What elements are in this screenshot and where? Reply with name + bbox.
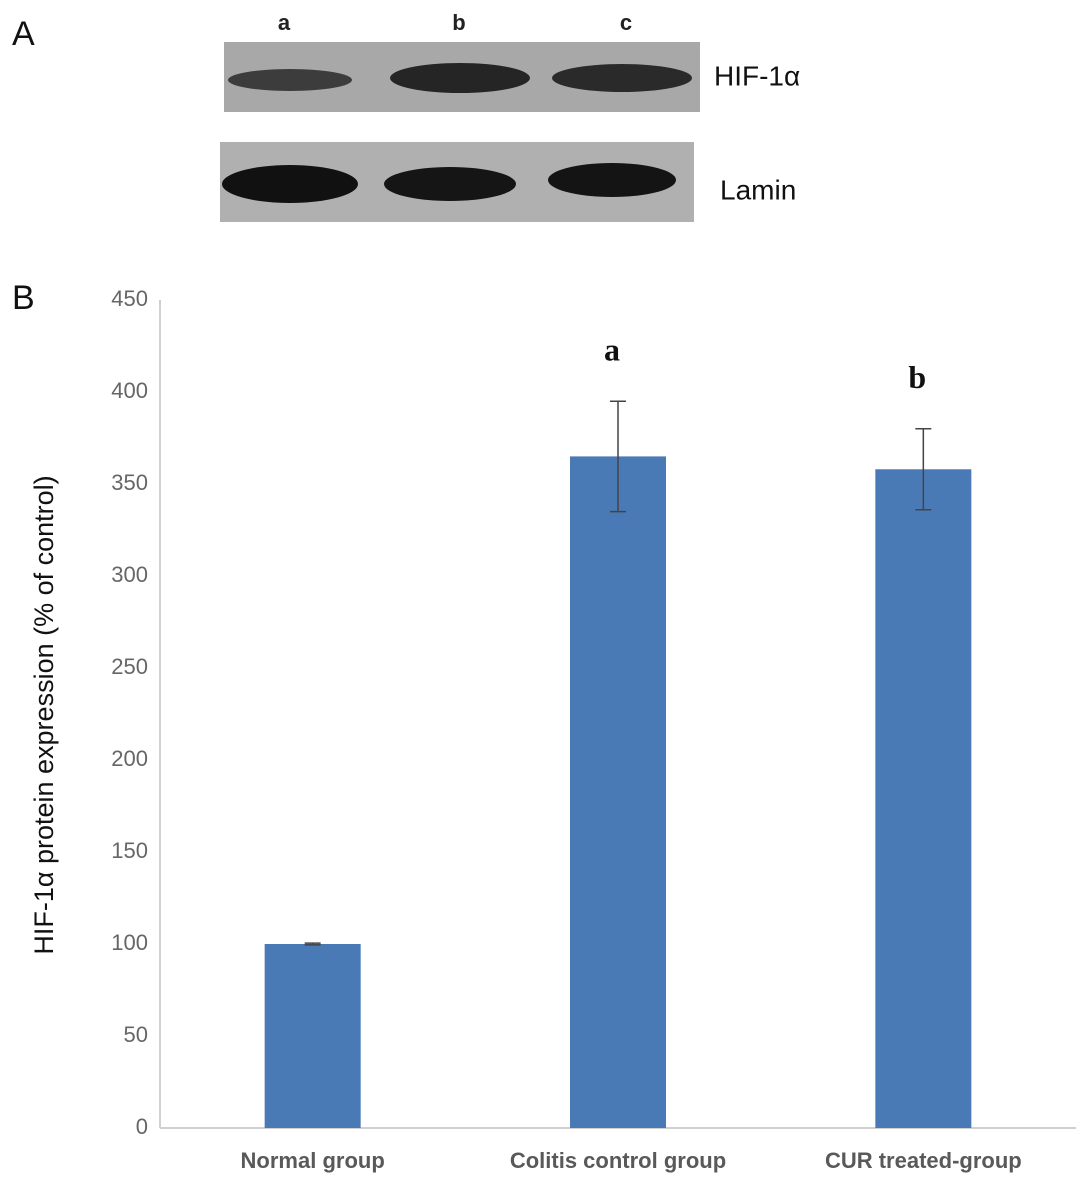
- y-tick-label: 50: [124, 1022, 148, 1047]
- lane-label: a: [278, 10, 291, 35]
- blot-band: [222, 165, 358, 203]
- lane-label: c: [620, 10, 632, 35]
- panel-label: A: [12, 15, 35, 53]
- band-label: Lamin: [720, 174, 796, 205]
- bar: [264, 944, 361, 1128]
- x-tick-label: Colitis control group: [510, 1148, 726, 1173]
- x-tick-label: CUR treated-group: [825, 1148, 1022, 1173]
- error-bar: [610, 400, 626, 513]
- western-blot: a b c HIF-1α Lamin: [220, 10, 800, 222]
- x-tick-label: Normal group: [241, 1148, 385, 1173]
- band-label: HIF-1α: [714, 60, 800, 91]
- blot-band: [552, 64, 692, 92]
- y-tick-label: 150: [111, 838, 148, 863]
- y-tick-label: 250: [111, 654, 148, 679]
- blot-band: [390, 63, 530, 93]
- significance-label: a: [604, 332, 620, 368]
- y-tick-label: 300: [111, 562, 148, 587]
- y-tick-label: 0: [136, 1114, 148, 1139]
- y-tick-label: 200: [111, 746, 148, 771]
- y-tick-label: 350: [111, 470, 148, 495]
- y-tick-label: 400: [111, 378, 148, 403]
- significance-label: b: [908, 359, 926, 395]
- y-axis-label: HIF-1α protein expression (% of control): [29, 475, 59, 954]
- error-bar: [915, 428, 932, 511]
- blot-band: [228, 69, 352, 91]
- error-bar: [304, 942, 321, 946]
- blot-band: [548, 163, 676, 197]
- panel-label: B: [12, 279, 35, 317]
- y-tick-label: 450: [111, 286, 148, 311]
- y-tick-label: 100: [111, 930, 148, 955]
- bar: [875, 469, 972, 1128]
- lane-label: b: [452, 10, 465, 35]
- blot-band: [384, 167, 516, 201]
- bar: [570, 456, 666, 1128]
